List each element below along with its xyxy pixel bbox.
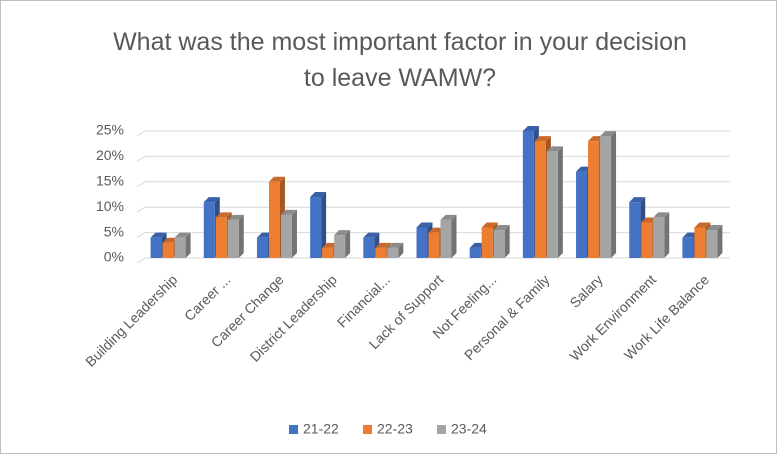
bar [546, 151, 558, 258]
bar [588, 141, 600, 258]
legend-label: 21-22 [303, 421, 339, 437]
legend-label: 22-23 [377, 421, 413, 437]
bar [600, 136, 612, 258]
bar [641, 222, 653, 258]
bar [682, 237, 694, 258]
grid-line [136, 181, 730, 188]
y-tick-label: 15% [96, 173, 124, 189]
x-tick-label: Salary [566, 271, 605, 310]
bar-top [534, 136, 551, 142]
legend-swatch [437, 425, 446, 434]
y-tick-label: 5% [104, 223, 124, 239]
bar-side [291, 209, 297, 258]
x-tick-label: Career ... [181, 271, 234, 324]
bar-side [398, 242, 404, 258]
legend-swatch [363, 425, 372, 434]
bar [334, 235, 346, 258]
bar-top [268, 176, 285, 182]
chart-title: What was the most important factor in yo… [113, 28, 687, 92]
bar [227, 219, 239, 258]
bar-top [653, 212, 670, 218]
bar-top [522, 126, 539, 131]
bar-top [440, 214, 457, 220]
grid-line [136, 257, 730, 264]
bar-top [215, 212, 232, 218]
bar [653, 217, 665, 258]
bar [522, 131, 534, 258]
bar-side [717, 225, 723, 258]
bar [256, 237, 268, 258]
bar-top [706, 225, 723, 231]
bar-top [387, 242, 404, 248]
bar-side [321, 192, 327, 258]
bar [280, 214, 292, 258]
bar-side [238, 214, 244, 258]
bar-side [557, 146, 563, 258]
bar [493, 230, 505, 258]
bar [428, 232, 440, 258]
bar-top [481, 222, 498, 228]
grid-line [136, 130, 730, 137]
bar-top [227, 214, 244, 220]
bar [706, 230, 718, 258]
bar [150, 237, 162, 258]
y-tick-label: 0% [104, 249, 124, 265]
bar-top [375, 242, 392, 248]
bar-side [611, 131, 617, 258]
y-tick-label: 20% [96, 147, 124, 163]
bar-top [334, 230, 351, 236]
bar-top [150, 232, 167, 238]
bar-top [493, 225, 510, 231]
bar-side [345, 230, 351, 258]
legend-swatch [289, 425, 298, 434]
bar-top [280, 209, 297, 215]
bar-top [174, 232, 191, 238]
bar [694, 227, 706, 258]
bar-top [546, 146, 563, 152]
bar-side [451, 214, 457, 258]
bar [174, 237, 186, 258]
bar-top [694, 222, 711, 228]
grid-line [136, 155, 730, 162]
bar [268, 181, 280, 258]
bar [469, 247, 481, 258]
y-tick-label: 10% [96, 198, 124, 214]
bar [162, 242, 174, 258]
bar-top [363, 232, 380, 238]
bar [534, 141, 546, 258]
bar-top [416, 222, 433, 228]
x-tick-label: Building Leadership [82, 271, 180, 369]
bar [375, 247, 387, 258]
bar [215, 217, 227, 258]
bar [363, 237, 375, 258]
bar [322, 247, 334, 258]
bar [416, 227, 428, 258]
bar [481, 227, 493, 258]
bar-top [629, 197, 646, 203]
bar-top [600, 131, 617, 137]
bar [310, 197, 322, 258]
bar-side [664, 212, 670, 258]
bar [629, 202, 641, 258]
bar [440, 219, 452, 258]
bar-side [504, 225, 510, 258]
bar [576, 171, 588, 258]
bar [387, 247, 399, 258]
legend-label: 23-24 [451, 421, 487, 437]
bar-side [185, 232, 191, 258]
y-tick-label: 25% [96, 122, 124, 138]
bar-top [310, 192, 327, 198]
bar-top [203, 197, 220, 203]
bar [203, 202, 215, 258]
